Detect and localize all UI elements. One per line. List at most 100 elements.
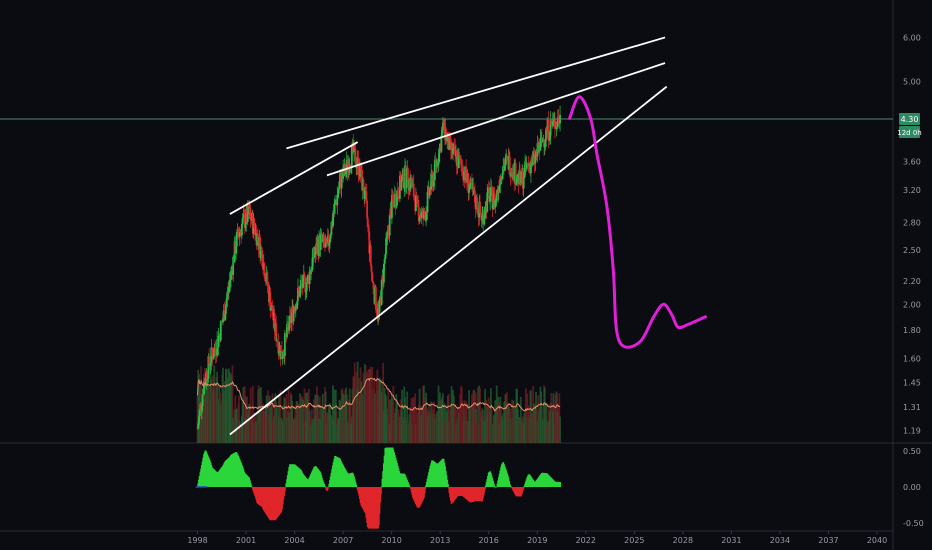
candle-body — [283, 333, 286, 357]
candle-body — [387, 230, 390, 233]
volume-bar — [279, 390, 282, 443]
candle-body — [241, 224, 243, 236]
candle-body — [488, 188, 491, 202]
candle-body — [253, 218, 256, 229]
time-axis-tick-label: 2004 — [284, 536, 304, 545]
candle-body — [491, 187, 494, 209]
price-axis-tick-label: 5.00 — [903, 78, 921, 87]
candle-body — [333, 204, 336, 214]
oscillator-bar — [447, 484, 449, 487]
candle-body — [259, 247, 262, 259]
candle-body — [204, 382, 207, 384]
candle-body — [227, 286, 230, 292]
candle-body — [385, 236, 388, 239]
volume-bar — [519, 396, 522, 443]
volume-bar — [324, 391, 327, 443]
candle-body — [235, 232, 238, 247]
candle-body — [476, 197, 478, 213]
time-axis-tick-label: 2007 — [333, 536, 353, 545]
oscillator-bar — [326, 487, 329, 490]
candle-body — [550, 120, 553, 125]
candle-body — [396, 190, 399, 196]
candle-body — [506, 156, 508, 158]
candle-body — [401, 176, 403, 181]
candle-body — [534, 155, 537, 164]
candle-body — [197, 424, 200, 429]
candle-body — [266, 272, 269, 286]
candle-body — [242, 213, 245, 219]
candle-body — [551, 121, 554, 126]
candle-body — [208, 356, 211, 365]
candle-body — [370, 265, 373, 273]
trendlines[interactable] — [229, 36, 668, 436]
candle-body — [337, 193, 339, 195]
volume-bar — [302, 399, 304, 443]
oscillator-bar — [327, 487, 330, 488]
candle-body — [487, 187, 489, 193]
candle-body — [210, 347, 213, 364]
price-axis-tick-label: 3.60 — [903, 158, 921, 167]
oscillator-histogram — [195, 447, 561, 529]
candle-body — [446, 136, 449, 142]
candle-body — [452, 146, 455, 149]
candle-body — [431, 173, 433, 175]
oscillator-axis[interactable]: 0.50 0.00 -0.50 — [903, 447, 924, 528]
candle-body — [207, 356, 210, 379]
candle-body — [249, 207, 251, 214]
candle-body — [206, 378, 209, 380]
candle-body — [203, 381, 205, 395]
candle-body — [483, 215, 486, 225]
candle-body — [337, 188, 340, 194]
volume-bar — [447, 393, 450, 443]
candle-body — [220, 321, 223, 323]
candle-body — [281, 357, 284, 359]
time-axis-tick-label: 2022 — [576, 536, 596, 545]
volume-bar — [349, 404, 352, 443]
candle-body — [332, 217, 334, 226]
candle-body — [329, 234, 332, 239]
candle-body — [400, 180, 403, 191]
candle-body — [490, 187, 493, 188]
time-axis[interactable]: 1998 2001 2004 2007 2010 2013 2016 2019 2022 2025… — [187, 531, 887, 545]
candle-body — [371, 272, 374, 282]
price-axis-tick-label: 2.80 — [903, 219, 921, 228]
candle-body — [209, 363, 212, 366]
price-axis-tick-label: 1.45 — [903, 378, 921, 387]
candle-body — [250, 220, 253, 222]
candle-body — [206, 371, 208, 380]
candle-body — [198, 416, 200, 425]
projection-drawing[interactable] — [568, 95, 707, 349]
candle-body — [413, 196, 416, 199]
candle-body — [396, 190, 398, 206]
oscillator-bar — [379, 487, 382, 503]
candle-body — [246, 206, 249, 222]
candle-body — [323, 235, 326, 244]
candle-body — [467, 173, 470, 193]
candle-body — [412, 183, 415, 197]
candle-body — [366, 200, 369, 219]
candle-body — [328, 241, 331, 246]
candle-body — [411, 183, 414, 185]
candle-body — [433, 159, 436, 181]
candle-body — [523, 167, 526, 179]
volume-bar — [251, 385, 254, 443]
candle-body — [332, 213, 335, 218]
candle-body — [357, 157, 360, 176]
candle-body — [297, 287, 299, 301]
candle-body — [364, 187, 366, 199]
candle-body — [454, 146, 457, 156]
candle-body — [334, 201, 336, 205]
volume-bar — [498, 402, 500, 443]
candle-body — [404, 165, 407, 188]
candle-body — [305, 282, 308, 291]
oscillator-bar — [495, 486, 498, 488]
candle-body — [473, 190, 476, 203]
candle-body — [211, 353, 214, 360]
candle-body — [284, 333, 287, 336]
candle-body — [508, 156, 511, 176]
price-axis[interactable]: 6.00 5.00 3.60 3.20 2.80 2.50 2.20 2.00 1.80 1.60… — [903, 33, 921, 435]
candle-body — [426, 191, 429, 213]
oscillator-bar — [355, 484, 358, 487]
candle-body — [460, 158, 462, 165]
